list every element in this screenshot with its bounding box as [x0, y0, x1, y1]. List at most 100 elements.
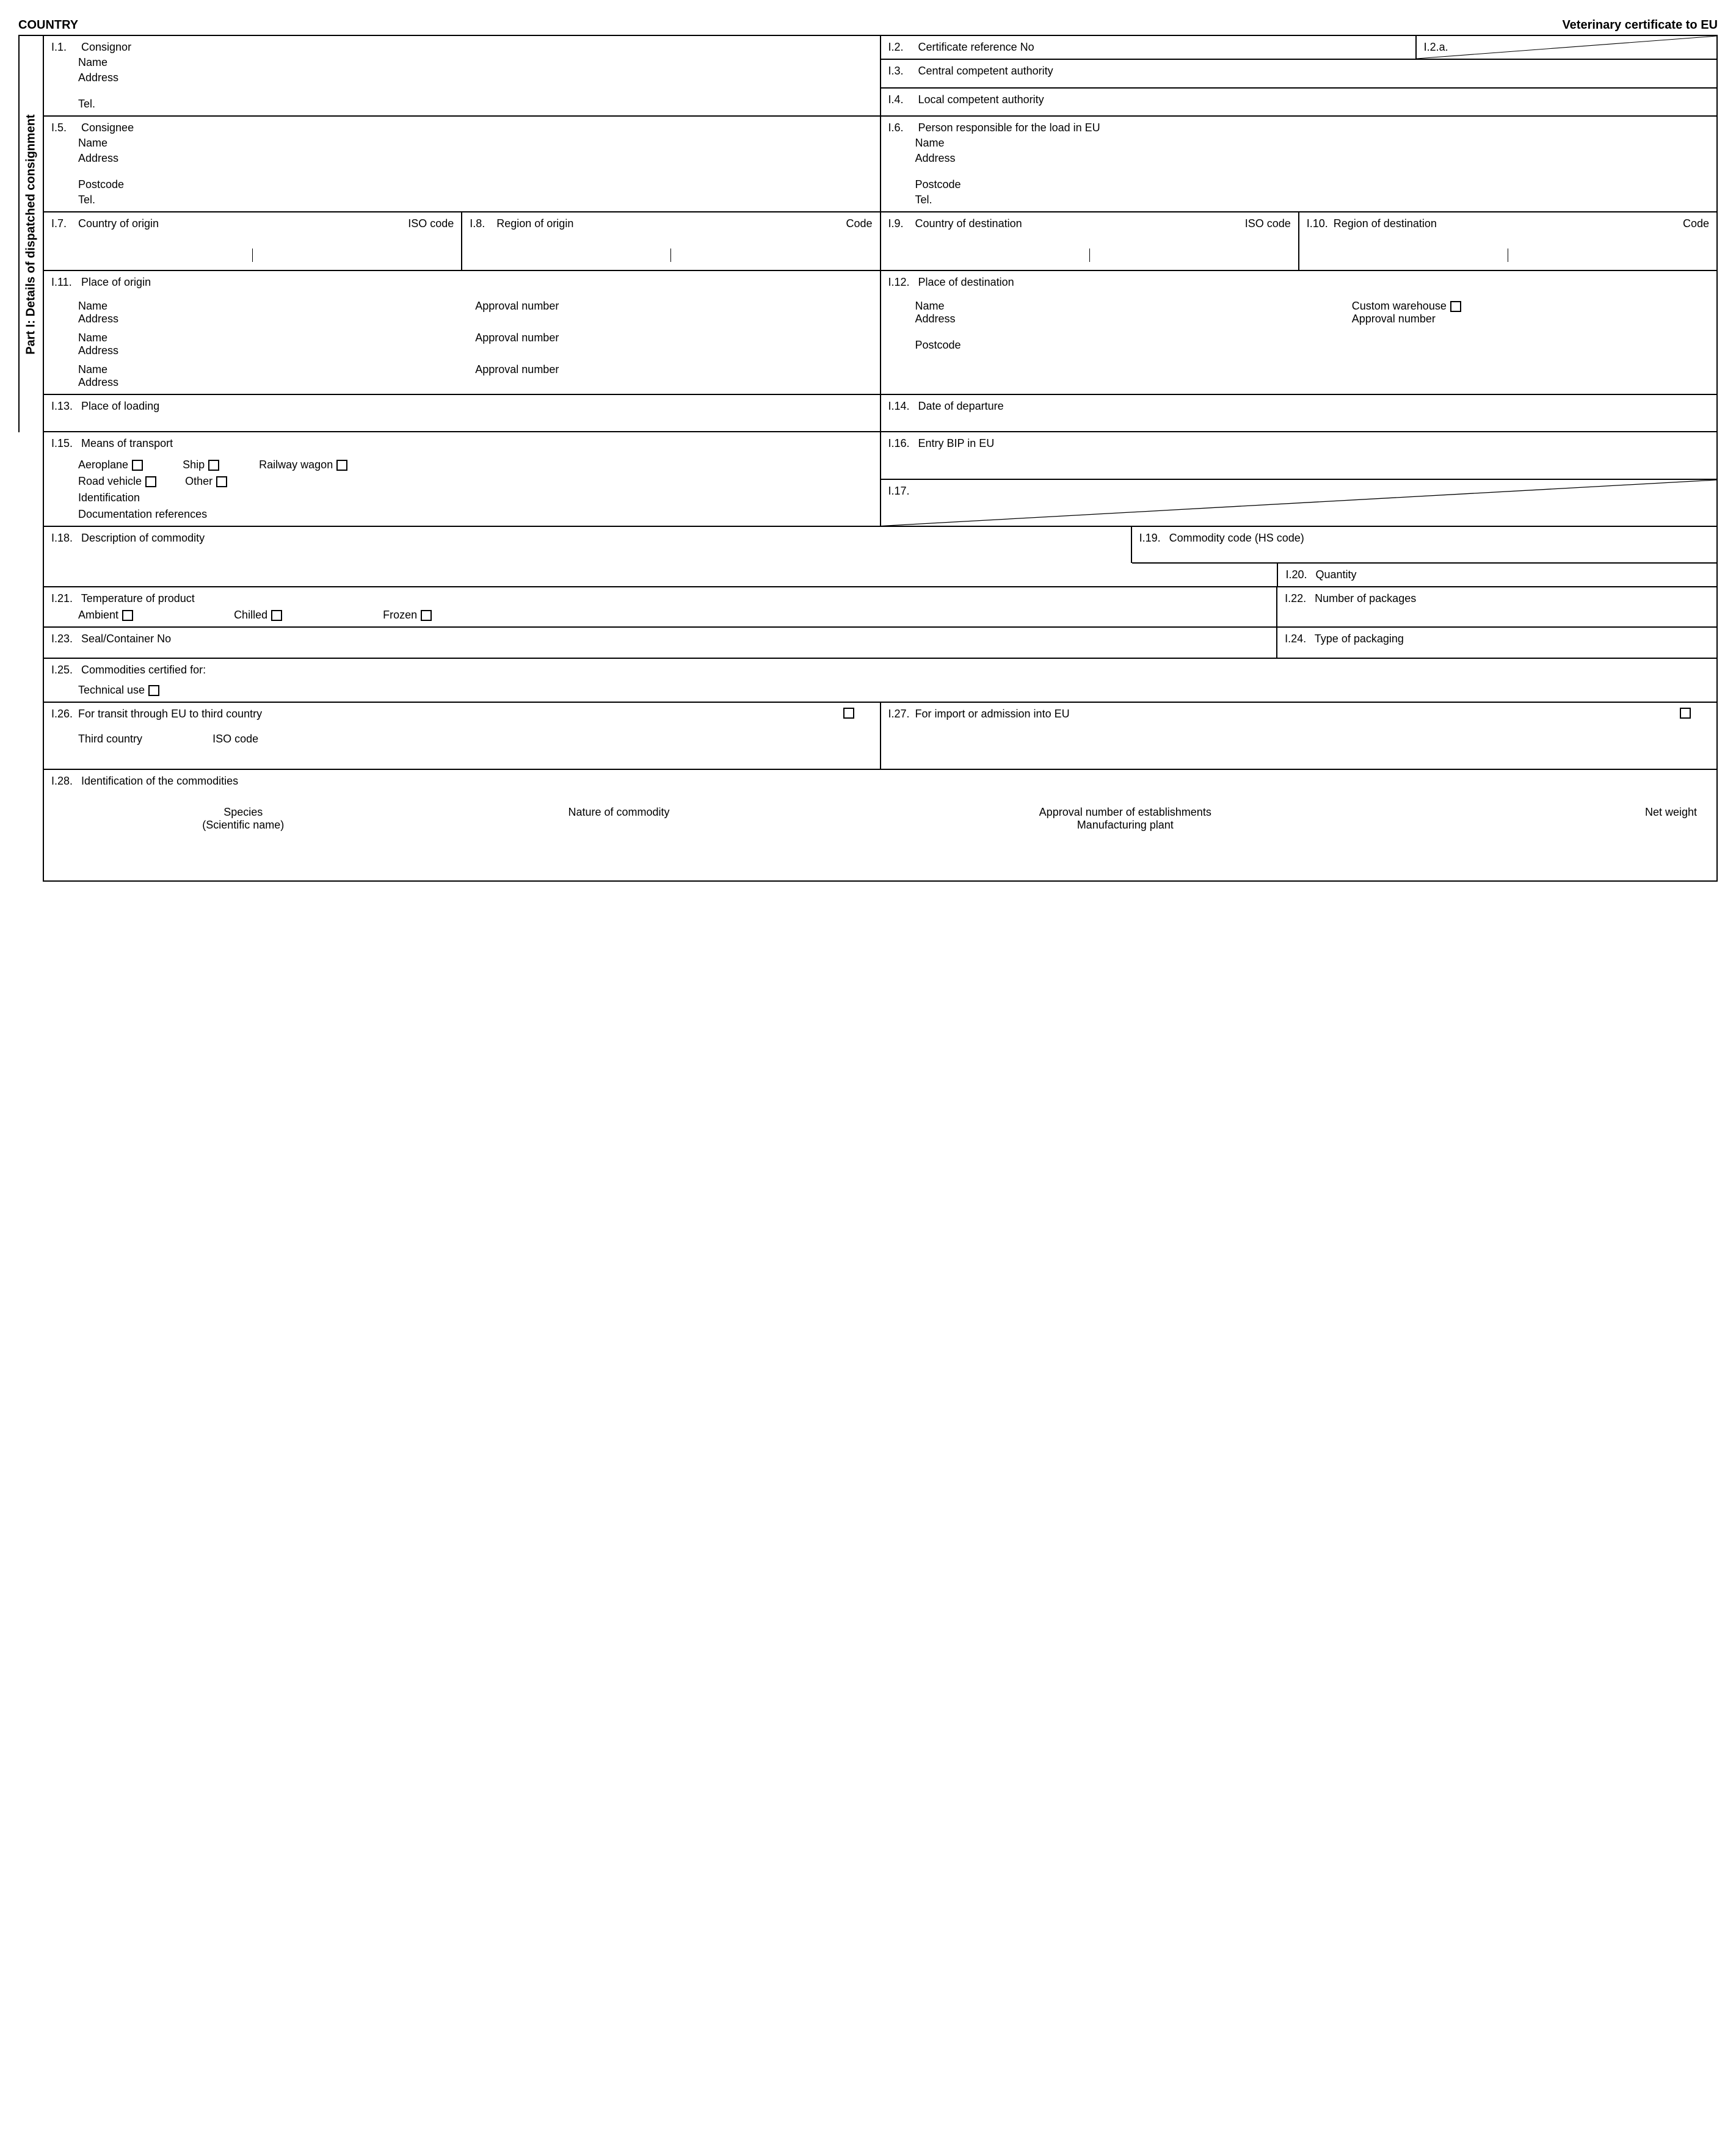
i6-postcode: Postcode	[915, 178, 1710, 191]
i21-num: I.21.	[51, 592, 78, 605]
form-part1: Part I: Details of dispatched consignmen…	[18, 35, 1718, 432]
field-i3: I.3. Central competent authority	[881, 60, 1718, 89]
i3-num: I.3.	[888, 65, 915, 78]
i1-address: Address	[78, 71, 873, 84]
i7-tick	[252, 249, 253, 262]
i28-scientific: (Scientific name)	[64, 819, 423, 832]
field-i11: I.11. Place of origin Name Address Appro…	[44, 271, 881, 395]
field-i21: I.21. Temperature of product Ambient Chi…	[44, 587, 1277, 628]
i28-plant: Manufacturing plant	[815, 819, 1436, 832]
i15-railway-checkbox[interactable]	[336, 460, 347, 471]
i12-postcode: Postcode	[915, 339, 1710, 352]
field-i4: I.4. Local competent authority	[881, 89, 1718, 117]
field-i20: I.20. Quantity	[1278, 564, 1718, 587]
field-i1: I.1. Consignor Name Address Tel.	[44, 36, 881, 117]
i10-label: Region of destination	[1334, 217, 1437, 230]
i8-tick	[670, 249, 671, 262]
i10-code: Code	[1683, 217, 1709, 230]
i27-checkbox[interactable]	[1680, 708, 1691, 719]
i19-label: Commodity code (HS code)	[1169, 532, 1304, 544]
i25-tech: Technical use	[78, 684, 145, 696]
field-i10: I.10.Region of destination Code	[1299, 212, 1718, 271]
i8-code: Code	[846, 217, 872, 230]
i15-road-checkbox[interactable]	[145, 476, 156, 487]
i2-num: I.2.	[888, 41, 915, 54]
i24-label: Type of packaging	[1315, 633, 1404, 645]
field-i8: I.8.Region of origin Code	[462, 212, 881, 271]
i18-label: Description of commodity	[81, 532, 205, 544]
i11-approval1: Approval number	[475, 300, 559, 325]
field-i25: I.25. Commodities certified for: Technic…	[44, 659, 1718, 703]
field-i6: I.6. Person responsible for the load in …	[881, 117, 1718, 212]
i23-label: Seal/Container No	[81, 633, 171, 645]
i28-approval: Approval number of establishments	[815, 806, 1436, 819]
i8-label: Region of origin	[496, 217, 573, 230]
i12-approval: Approval number	[1352, 313, 1461, 325]
i13-num: I.13.	[51, 400, 78, 413]
i6-name: Name	[915, 137, 1710, 150]
i4-label: Local competent authority	[918, 93, 1044, 106]
i5-postcode: Postcode	[78, 178, 873, 191]
i12-label: Place of destination	[918, 276, 1014, 288]
i15-label: Means of transport	[81, 437, 173, 449]
i20-label: Quantity	[1315, 568, 1356, 581]
i26-num: I.26.	[51, 708, 78, 720]
i9-label: Country of destination	[915, 217, 1022, 230]
field-i28: I.28. Identification of the commodities …	[44, 770, 1718, 882]
i11-name2: Name	[78, 332, 475, 344]
i1-label: Consignor	[81, 41, 131, 53]
i15-ident: Identification	[78, 492, 873, 504]
i10-num: I.10.	[1307, 217, 1334, 230]
i21-frozen-checkbox[interactable]	[421, 610, 432, 621]
i22-num: I.22.	[1285, 592, 1312, 605]
i15-docs: Documentation references	[78, 508, 873, 521]
i12-num: I.12.	[888, 276, 915, 289]
i14-label: Date of departure	[918, 400, 1004, 412]
field-i27: I.27.For import or admission into EU	[881, 703, 1718, 770]
i5-name: Name	[78, 137, 873, 150]
i21-chilled: Chilled	[234, 609, 267, 621]
i27-num: I.27.	[888, 708, 915, 720]
i28-species: Species	[64, 806, 423, 819]
i15-aeroplane: Aeroplane	[78, 459, 128, 471]
side-label: Part I: Details of dispatched consignmen…	[20, 36, 44, 432]
i23-num: I.23.	[51, 633, 78, 645]
field-i9: I.9.Country of destination ISO code	[881, 212, 1299, 271]
i15-other: Other	[185, 475, 212, 487]
field-i15: I.15. Means of transport Aeroplane Ship …	[44, 432, 881, 527]
i13-label: Place of loading	[81, 400, 159, 412]
i21-ambient-checkbox[interactable]	[122, 610, 133, 621]
i25-label: Commodities certified for:	[81, 664, 206, 676]
i21-label: Temperature of product	[81, 592, 195, 604]
i28-nature: Nature of commodity	[423, 806, 815, 819]
i7-label: Country of origin	[78, 217, 159, 230]
i25-num: I.25.	[51, 664, 78, 677]
i28-num: I.28.	[51, 775, 78, 788]
i11-approval3: Approval number	[475, 363, 559, 389]
i5-num: I.5.	[51, 122, 78, 134]
i11-addr1: Address	[78, 313, 475, 325]
i15-ship-checkbox[interactable]	[208, 460, 219, 471]
i2-label: Certificate reference No	[918, 41, 1034, 53]
i15-other-checkbox[interactable]	[216, 476, 227, 487]
i22-label: Number of packages	[1315, 592, 1416, 604]
i18-num: I.18.	[51, 532, 78, 545]
i5-tel: Tel.	[78, 194, 873, 206]
i11-addr2: Address	[78, 344, 475, 357]
i15-ship: Ship	[183, 459, 205, 471]
i12-custom-checkbox[interactable]	[1450, 301, 1461, 312]
i5-address: Address	[78, 152, 873, 165]
i16-label: Entry BIP in EU	[918, 437, 995, 449]
i15-aeroplane-checkbox[interactable]	[132, 460, 143, 471]
i7-iso: ISO code	[408, 217, 454, 230]
i25-tech-checkbox[interactable]	[148, 685, 159, 696]
i9-iso: ISO code	[1245, 217, 1291, 230]
i21-chilled-checkbox[interactable]	[271, 610, 282, 621]
i26-checkbox[interactable]	[843, 708, 854, 719]
i11-name3: Name	[78, 363, 475, 376]
i6-label: Person responsible for the load in EU	[918, 122, 1100, 134]
i14-num: I.14.	[888, 400, 915, 413]
i9-num: I.9.	[888, 217, 915, 230]
i1-tel: Tel.	[78, 98, 873, 111]
i6-address: Address	[915, 152, 1710, 165]
